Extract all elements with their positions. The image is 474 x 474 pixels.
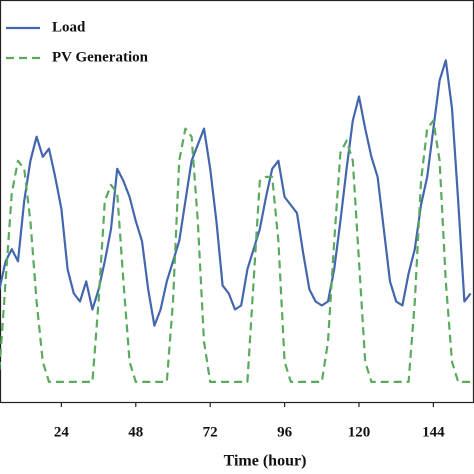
series-line (0, 119, 471, 383)
x-tick-label: 48 (128, 424, 143, 440)
x-tick-label: 144 (422, 424, 445, 440)
legend-label: PV Generation (52, 49, 149, 65)
legend-label: Load (52, 19, 86, 35)
series-line (0, 59, 472, 327)
x-axis-label: Time (hour) (224, 453, 307, 470)
x-tick-label: 72 (203, 424, 218, 440)
x-tick-label: 24 (54, 424, 70, 440)
x-tick-label: 96 (277, 424, 293, 440)
x-tick-label: 120 (348, 424, 371, 440)
